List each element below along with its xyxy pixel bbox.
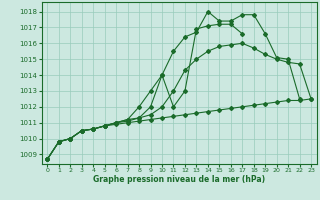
- X-axis label: Graphe pression niveau de la mer (hPa): Graphe pression niveau de la mer (hPa): [93, 175, 265, 184]
